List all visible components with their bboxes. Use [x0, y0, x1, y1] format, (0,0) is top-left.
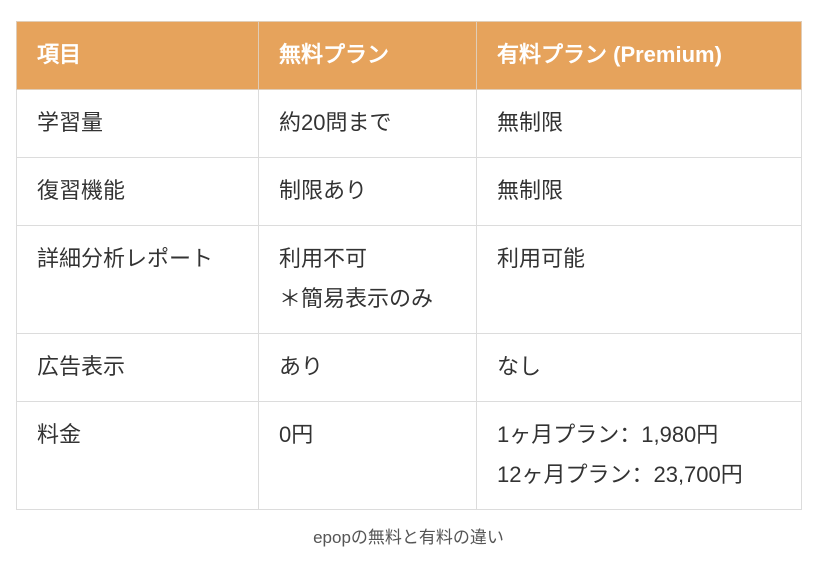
cell-premium: なし	[476, 333, 802, 402]
table-row: 料金 0円 1ヶ月プラン：1,980円 12ヶ月プラン：23,700円	[16, 401, 802, 510]
cell-free: あり	[258, 333, 477, 402]
table-row: 広告表示 あり なし	[16, 333, 802, 402]
cell-line: 利用可能	[497, 246, 586, 271]
cell-item: 学習量	[16, 89, 259, 158]
cell-item: 広告表示	[16, 333, 259, 402]
table-header-row: 項目 無料プラン 有料プラン (Premium)	[16, 21, 802, 90]
cell-line: 無制限	[497, 110, 564, 135]
cell-premium: 1ヶ月プラン：1,980円 12ヶ月プラン：23,700円	[476, 401, 802, 510]
cell-premium: 無制限	[476, 157, 802, 226]
cell-line: 1ヶ月プラン：1,980円	[497, 422, 719, 447]
comparison-table: 項目 無料プラン 有料プラン (Premium) 学習量 約20問まで 無制限 復習機…	[16, 21, 802, 510]
cell-line: 無制限	[497, 178, 564, 203]
cell-free: 制限あり	[258, 157, 477, 226]
cell-line: 12ヶ月プラン：23,700円	[497, 462, 743, 487]
cell-item: 詳細分析レポート	[16, 225, 259, 334]
cell-line: 0円	[279, 422, 314, 447]
cell-line: 約20問まで	[279, 110, 392, 135]
header-item: 項目	[16, 21, 259, 90]
table-row: 学習量 約20問まで 無制限	[16, 89, 802, 158]
cell-line: なし	[497, 354, 542, 379]
cell-line: ＊簡易表示のみ	[279, 286, 434, 311]
table-row: 復習機能 制限あり 無制限	[16, 157, 802, 226]
cell-line: 利用不可	[279, 246, 368, 271]
table-caption: epopの無料と有料の違い	[313, 528, 504, 547]
cell-free: 0円	[258, 401, 477, 510]
cell-premium: 利用可能	[476, 225, 802, 334]
header-free-plan: 無料プラン	[258, 21, 477, 90]
table-row: 詳細分析レポート 利用不可 ＊簡易表示のみ 利用可能	[16, 225, 802, 334]
cell-free: 約20問まで	[258, 89, 477, 158]
header-premium-plan: 有料プラン (Premium)	[476, 21, 802, 90]
cell-free: 利用不可 ＊簡易表示のみ	[258, 225, 477, 334]
cell-line: あり	[279, 354, 324, 379]
cell-premium: 無制限	[476, 89, 802, 158]
cell-item: 料金	[16, 401, 259, 510]
cell-line: 制限あり	[279, 178, 368, 203]
cell-item: 復習機能	[16, 157, 259, 226]
